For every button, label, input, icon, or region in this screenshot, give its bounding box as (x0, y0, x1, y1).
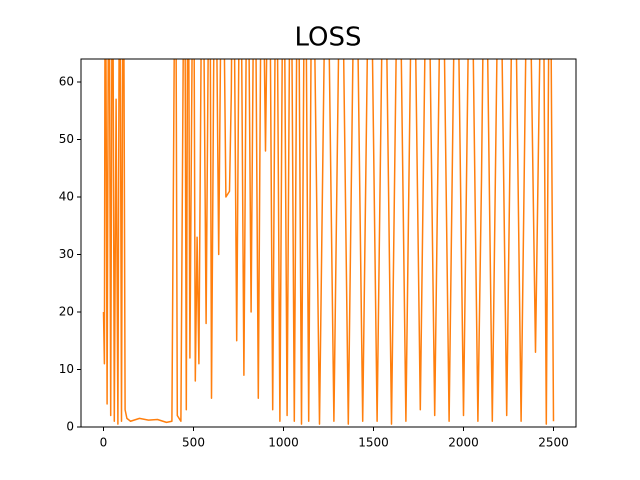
y-tick-label: 60 (59, 75, 74, 89)
plot-area (102, 59, 555, 425)
x-tick-label: 0 (100, 436, 108, 450)
x-tick-label: 2500 (538, 436, 569, 450)
loss-line (102, 59, 555, 425)
y-tick-label: 10 (59, 362, 74, 376)
y-tick-label: 20 (59, 305, 74, 319)
y-tick-label: 40 (59, 190, 74, 204)
x-tick-label: 1000 (268, 436, 299, 450)
axes-frame (80, 58, 577, 428)
y-tick-label: 0 (66, 420, 74, 434)
x-tick-label: 500 (182, 436, 205, 450)
x-tick-label: 2000 (448, 436, 479, 450)
y-tick-label: 50 (59, 132, 74, 146)
chart-title: LOSS (294, 23, 361, 53)
y-tick-label: 30 (59, 247, 74, 261)
x-tick-label: 1500 (358, 436, 389, 450)
